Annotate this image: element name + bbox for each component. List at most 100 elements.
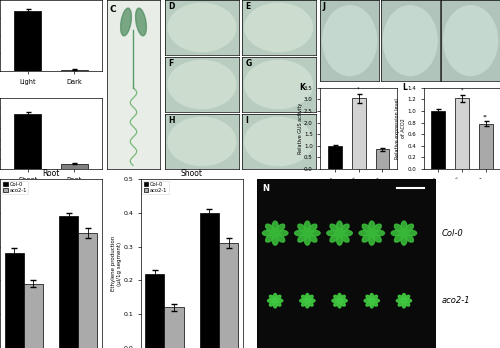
Ellipse shape xyxy=(444,6,498,76)
Ellipse shape xyxy=(302,295,308,301)
Ellipse shape xyxy=(359,230,371,236)
Ellipse shape xyxy=(398,295,404,301)
Bar xyxy=(431,111,445,169)
Bar xyxy=(219,243,238,348)
Ellipse shape xyxy=(372,224,382,233)
Ellipse shape xyxy=(340,230,352,236)
Ellipse shape xyxy=(336,221,342,232)
Bar xyxy=(14,11,41,71)
Ellipse shape xyxy=(338,293,342,300)
Ellipse shape xyxy=(270,301,275,306)
Ellipse shape xyxy=(391,230,404,236)
Ellipse shape xyxy=(308,230,320,236)
Ellipse shape xyxy=(330,233,340,242)
Title: Root: Root xyxy=(42,169,59,178)
Text: *: * xyxy=(460,88,463,93)
Ellipse shape xyxy=(308,295,313,301)
Ellipse shape xyxy=(404,233,413,242)
Ellipse shape xyxy=(298,233,308,242)
Bar xyxy=(146,274,165,348)
Ellipse shape xyxy=(334,301,340,306)
Legend: Col-0, aco2-1: Col-0, aco2-1 xyxy=(142,181,169,195)
Ellipse shape xyxy=(308,224,317,233)
Ellipse shape xyxy=(274,301,277,308)
Ellipse shape xyxy=(168,117,236,166)
Y-axis label: Relative GUS activity: Relative GUS activity xyxy=(298,103,302,154)
Ellipse shape xyxy=(336,234,342,245)
Ellipse shape xyxy=(266,224,275,233)
Ellipse shape xyxy=(168,3,236,52)
Bar xyxy=(60,164,88,169)
Bar xyxy=(59,216,78,348)
Text: **: ** xyxy=(483,114,488,119)
Bar xyxy=(455,98,468,169)
Text: D: D xyxy=(168,2,175,11)
Ellipse shape xyxy=(302,301,308,306)
Ellipse shape xyxy=(300,299,307,302)
Ellipse shape xyxy=(276,230,288,236)
Legend: Col-0, aco2-1: Col-0, aco2-1 xyxy=(2,181,28,195)
Ellipse shape xyxy=(275,301,281,306)
Text: N: N xyxy=(262,184,270,193)
Ellipse shape xyxy=(370,293,374,300)
Ellipse shape xyxy=(340,224,349,233)
Ellipse shape xyxy=(244,60,312,109)
Ellipse shape xyxy=(244,3,312,52)
Ellipse shape xyxy=(372,295,378,301)
Ellipse shape xyxy=(262,230,274,236)
Ellipse shape xyxy=(401,221,407,232)
Text: J: J xyxy=(322,2,326,11)
Ellipse shape xyxy=(272,221,278,232)
Ellipse shape xyxy=(372,230,384,236)
Ellipse shape xyxy=(404,230,416,236)
Ellipse shape xyxy=(275,233,284,242)
Ellipse shape xyxy=(244,117,312,166)
Ellipse shape xyxy=(394,233,404,242)
Ellipse shape xyxy=(362,224,372,233)
Ellipse shape xyxy=(327,230,339,236)
Ellipse shape xyxy=(136,8,146,36)
Ellipse shape xyxy=(366,301,372,306)
Ellipse shape xyxy=(274,293,277,300)
Text: E: E xyxy=(246,2,250,11)
Ellipse shape xyxy=(294,230,306,236)
Ellipse shape xyxy=(362,233,372,242)
Bar xyxy=(352,98,366,169)
Ellipse shape xyxy=(366,295,372,301)
Bar xyxy=(328,146,342,169)
Ellipse shape xyxy=(404,295,409,301)
Bar xyxy=(4,253,24,348)
Title: Shoot: Shoot xyxy=(180,169,203,178)
Text: G: G xyxy=(246,59,252,68)
Ellipse shape xyxy=(398,301,404,306)
Ellipse shape xyxy=(268,299,275,302)
Ellipse shape xyxy=(368,221,375,232)
Ellipse shape xyxy=(372,301,378,306)
Text: Col-0: Col-0 xyxy=(441,229,463,238)
Bar xyxy=(376,149,390,169)
Ellipse shape xyxy=(394,224,404,233)
Ellipse shape xyxy=(338,301,342,308)
Ellipse shape xyxy=(401,234,407,245)
Text: *: * xyxy=(358,87,360,92)
Ellipse shape xyxy=(372,299,380,302)
Ellipse shape xyxy=(266,233,275,242)
Ellipse shape xyxy=(120,8,132,36)
Bar xyxy=(24,284,43,348)
Ellipse shape xyxy=(340,299,347,302)
Ellipse shape xyxy=(372,233,382,242)
Ellipse shape xyxy=(306,293,309,300)
Ellipse shape xyxy=(298,224,308,233)
Ellipse shape xyxy=(322,6,376,76)
Text: F: F xyxy=(168,59,174,68)
Y-axis label: Ethylene production
(µl/1g segment): Ethylene production (µl/1g segment) xyxy=(111,236,122,291)
Ellipse shape xyxy=(276,299,283,302)
Text: I: I xyxy=(246,116,248,125)
Bar xyxy=(200,213,219,348)
Ellipse shape xyxy=(402,301,406,308)
Ellipse shape xyxy=(404,224,413,233)
Ellipse shape xyxy=(308,299,315,302)
Bar xyxy=(60,70,88,71)
Ellipse shape xyxy=(275,295,281,301)
Ellipse shape xyxy=(272,234,278,245)
